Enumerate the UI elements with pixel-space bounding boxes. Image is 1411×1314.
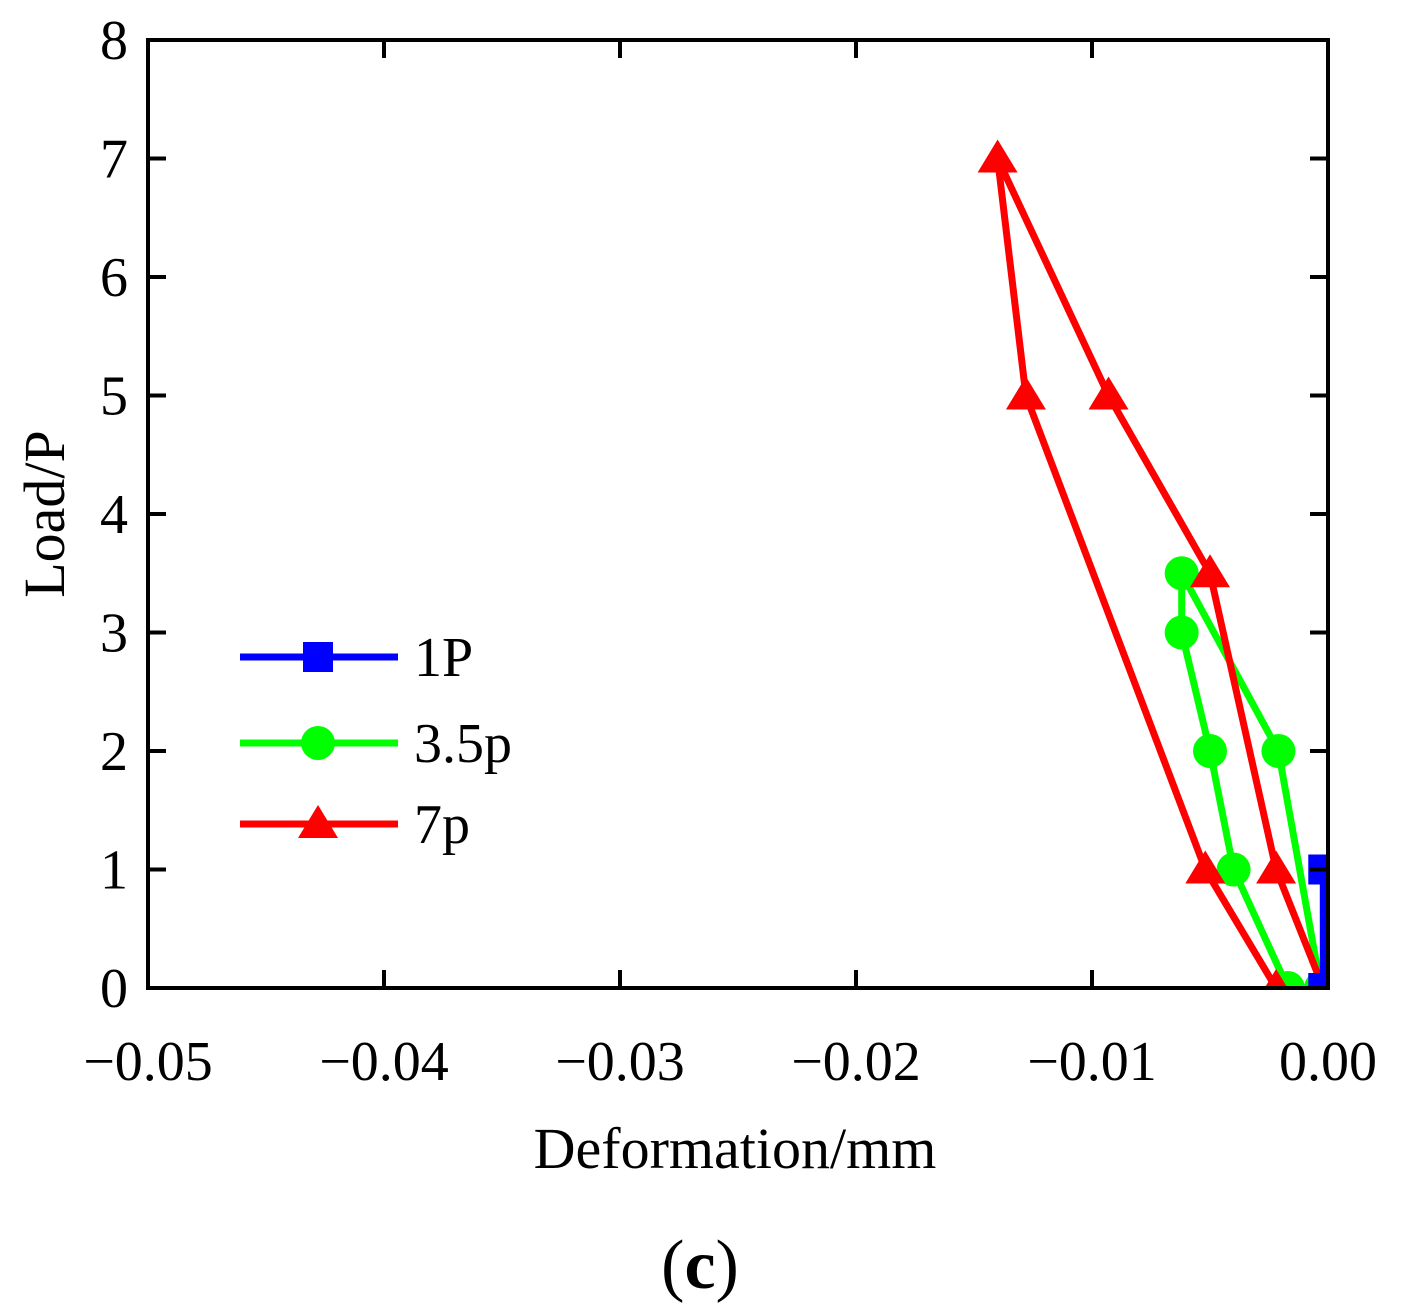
x-tick-label: −0.01 <box>1027 1031 1157 1093</box>
y-tick-label: 7 <box>100 129 128 191</box>
x-axis-title: Deformation/mm <box>534 1116 937 1181</box>
x-tick-label: −0.04 <box>319 1031 449 1093</box>
data-point-circle <box>1164 615 1199 650</box>
tick-layer: −0.05 −0.04 −0.03 −0.02 −0.01 0.00 0 1 2 3 4 5 6 7 8 <box>83 10 1377 1093</box>
legend-label: 7p <box>414 794 470 856</box>
data-point-circle <box>1164 556 1199 591</box>
plot-background <box>148 40 1328 988</box>
x-tick-label: −0.03 <box>555 1031 685 1093</box>
data-point-triangle <box>1190 554 1230 588</box>
y-tick-label: 2 <box>100 721 128 783</box>
y-tick-label: 5 <box>100 366 128 428</box>
legend-marker-triangle <box>298 805 338 838</box>
series-line <box>994 155 1327 988</box>
legend-label: 1P <box>414 627 473 689</box>
y-tick-label: 3 <box>100 603 128 665</box>
data-point-triangle <box>1005 376 1046 410</box>
legend-item: 3.5p <box>240 713 512 775</box>
panel-label-letter: c <box>684 1227 715 1304</box>
data-point-circle <box>1216 852 1251 887</box>
data-point-circle <box>1261 734 1296 768</box>
data-point-triangle <box>977 139 1018 173</box>
panel-label-close: ) <box>716 1227 739 1304</box>
legend-marker-square <box>303 642 333 672</box>
legend-marker-circle <box>301 726 335 760</box>
data-point-triangle <box>1264 969 1288 988</box>
legend-label: 3.5p <box>414 713 512 775</box>
y-axis-title: Load/P <box>12 430 77 598</box>
data-point-triangle <box>1185 850 1226 884</box>
y-tick-label: 6 <box>100 247 128 309</box>
series-layer <box>977 139 1328 988</box>
data-point-triangle <box>1088 376 1129 410</box>
legend: 1P 3.5p 7p <box>240 627 512 856</box>
y-tick-label: 4 <box>100 484 128 546</box>
x-tick-label: −0.02 <box>791 1031 921 1093</box>
series-3.5p <box>1164 556 1328 988</box>
data-point-circle <box>1193 734 1227 768</box>
panel-label: (c) <box>661 1227 739 1304</box>
x-tick-label: 0.00 <box>1279 1031 1377 1093</box>
y-tick-label: 1 <box>100 840 128 902</box>
y-tick-label: 0 <box>100 958 128 1020</box>
series-line <box>1319 866 1328 988</box>
y-tick-label: 8 <box>100 10 128 72</box>
data-point-square <box>1310 973 1328 988</box>
x-tick-label: −0.05 <box>83 1031 213 1093</box>
plot-area <box>148 40 1328 988</box>
data-point-triangle <box>1256 850 1297 884</box>
legend-item: 1P <box>240 627 473 689</box>
legend-item: 7p <box>240 794 470 856</box>
panel-label-open: ( <box>661 1227 684 1304</box>
